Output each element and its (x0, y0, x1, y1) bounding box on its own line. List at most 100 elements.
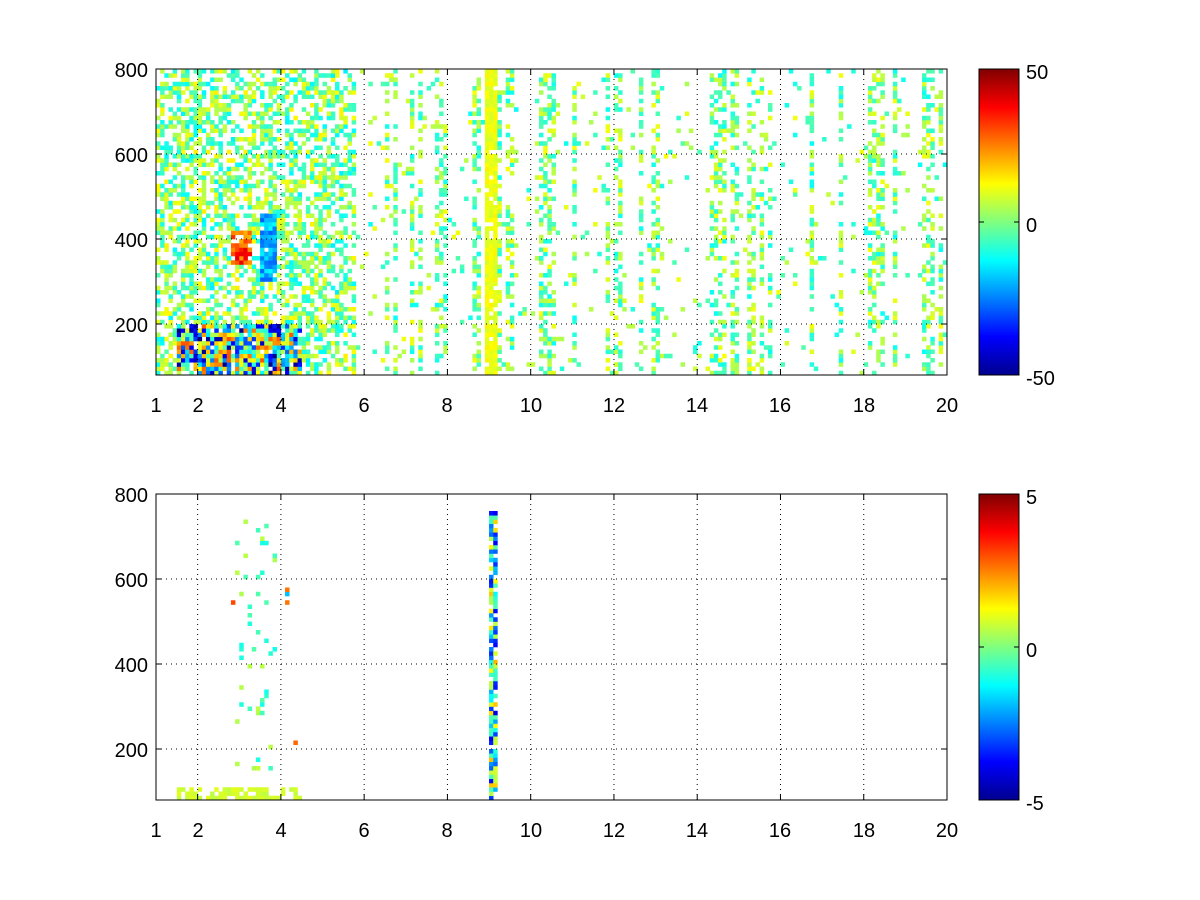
heatmap-cell (180, 349, 186, 355)
heatmap-cell (867, 217, 873, 223)
heatmap-cell (260, 73, 265, 78)
heatmap-cell (272, 358, 278, 363)
heatmap-cell (193, 158, 198, 163)
heatmap-cell (493, 642, 498, 648)
heatmap-cell (514, 243, 519, 248)
heatmap-cell (168, 362, 173, 367)
heatmap-cell (180, 141, 186, 146)
heatmap-cell (489, 596, 494, 601)
heatmap-cell (330, 103, 336, 108)
heatmap-cell (268, 107, 273, 112)
heatmap-cell (880, 268, 885, 274)
heatmap-cell (326, 175, 332, 180)
heatmap-cell (659, 353, 665, 359)
heatmap-cell (593, 268, 598, 274)
heatmap-cell (855, 332, 860, 338)
heatmap-cell (218, 192, 223, 197)
heatmap-cell (276, 324, 282, 329)
heatmap-cell (905, 353, 910, 359)
heatmap-cell (572, 345, 577, 350)
heatmap-cell (759, 332, 765, 338)
heatmap-cell (297, 226, 303, 231)
heatmap-cell (314, 243, 319, 248)
heatmap-cell (422, 115, 427, 121)
heatmap-cell (938, 103, 944, 108)
heatmap-cell (734, 115, 740, 121)
heatmap-cell (547, 209, 552, 214)
heatmap-cell (709, 358, 715, 363)
heatmap-cell (384, 349, 390, 355)
heatmap-cell (160, 311, 165, 316)
heatmap-cell (930, 128, 935, 134)
heatmap-cell (247, 183, 253, 189)
heatmap-cell (439, 256, 444, 261)
x-tick-label: 20 (936, 820, 958, 842)
heatmap-cell (280, 111, 286, 117)
heatmap-cell (505, 166, 511, 172)
heatmap-cell (264, 128, 269, 134)
heatmap-cell (276, 103, 282, 108)
heatmap-cell (314, 111, 319, 117)
heatmap-cell (551, 222, 556, 227)
heatmap-cell (493, 562, 498, 567)
heatmap-cell (747, 277, 752, 282)
heatmap-cell (751, 332, 756, 338)
heatmap-cell (314, 158, 319, 163)
heatmap-cell (276, 345, 282, 350)
heatmap-cell (251, 795, 257, 801)
heatmap-cell (655, 353, 661, 359)
heatmap-cell (484, 154, 490, 159)
axes-frame-1 (155, 68, 948, 376)
heatmap-cell (872, 268, 877, 274)
heatmap-cell (335, 345, 340, 350)
heatmap-cell (305, 315, 311, 321)
heatmap-cell (572, 141, 577, 146)
heatmap-cell (368, 222, 373, 227)
heatmap-cell (347, 366, 352, 372)
heatmap-cell (393, 243, 398, 248)
heatmap-cell (197, 298, 203, 304)
heatmap-cell (734, 166, 740, 172)
heatmap-cell (268, 94, 273, 100)
heatmap-cell (405, 166, 411, 172)
heatmap-cell (484, 247, 490, 253)
heatmap-cell (489, 681, 494, 686)
heatmap-cell (584, 251, 590, 257)
heatmap-cell (892, 128, 898, 134)
heatmap-cell (422, 124, 427, 129)
heatmap-cell (264, 217, 269, 223)
heatmap-cell (214, 358, 219, 363)
heatmap-cell (343, 158, 348, 163)
heatmap-cell (201, 90, 207, 95)
heatmap-cell (722, 183, 727, 189)
heatmap-cell (347, 183, 352, 189)
heatmap-cell (280, 222, 286, 227)
heatmap-cell (489, 124, 494, 129)
heatmap-cell (268, 192, 273, 197)
heatmap-cell (168, 192, 173, 197)
heatmap-cell (713, 353, 719, 359)
heatmap-cell (880, 336, 885, 342)
heatmap-cell (493, 332, 498, 338)
heatmap-cell (472, 353, 477, 359)
heatmap-cell (185, 166, 190, 172)
heatmap-cell (539, 315, 544, 321)
heatmap-cell (709, 370, 715, 376)
heatmap-cell (922, 277, 927, 282)
heatmap-cell (472, 298, 477, 304)
heatmap-cell (892, 69, 898, 74)
heatmap-cell (734, 200, 740, 206)
heatmap-cell (226, 222, 232, 227)
heatmap-cell (235, 362, 240, 367)
x-tick-label: 10 (520, 395, 542, 417)
y-tick-marks-1 (156, 68, 947, 325)
heatmap-cell (759, 281, 765, 287)
heatmap-cell (222, 319, 228, 325)
heatmap-cell (759, 166, 765, 172)
heatmap-cell (243, 298, 248, 304)
heatmap-cell (759, 358, 765, 363)
heatmap-cell (339, 315, 344, 321)
heatmap-cell (189, 345, 194, 350)
heatmap-cell (480, 120, 486, 125)
heatmap-cell (343, 256, 348, 261)
